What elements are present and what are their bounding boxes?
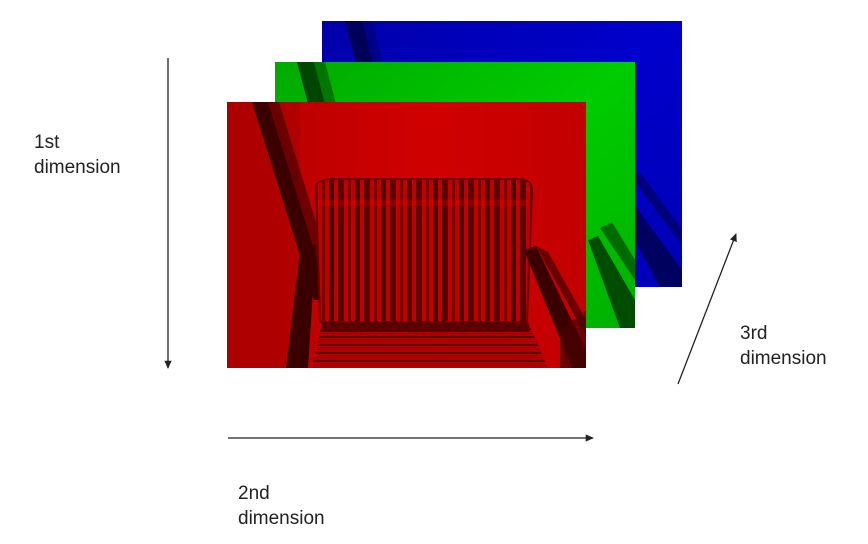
- first-dimension-label-line1: 1st: [34, 132, 60, 153]
- third-dimension-label-line2: dimension: [740, 348, 827, 369]
- first-dimension-label-line2: dimension: [34, 157, 121, 178]
- red-channel-layer: [227, 102, 586, 368]
- third-dimension-arrow: [677, 233, 737, 385]
- third-dimension-label: 3rd dimension: [740, 321, 827, 371]
- second-dimension-label: 2nd dimension: [238, 481, 325, 531]
- second-dimension-label-line2: dimension: [238, 508, 325, 529]
- third-dimension-label-line1: 3rd: [740, 323, 768, 344]
- second-dimension-label-line1: 2nd: [238, 483, 270, 504]
- first-dimension-label: 1st dimension: [34, 130, 121, 180]
